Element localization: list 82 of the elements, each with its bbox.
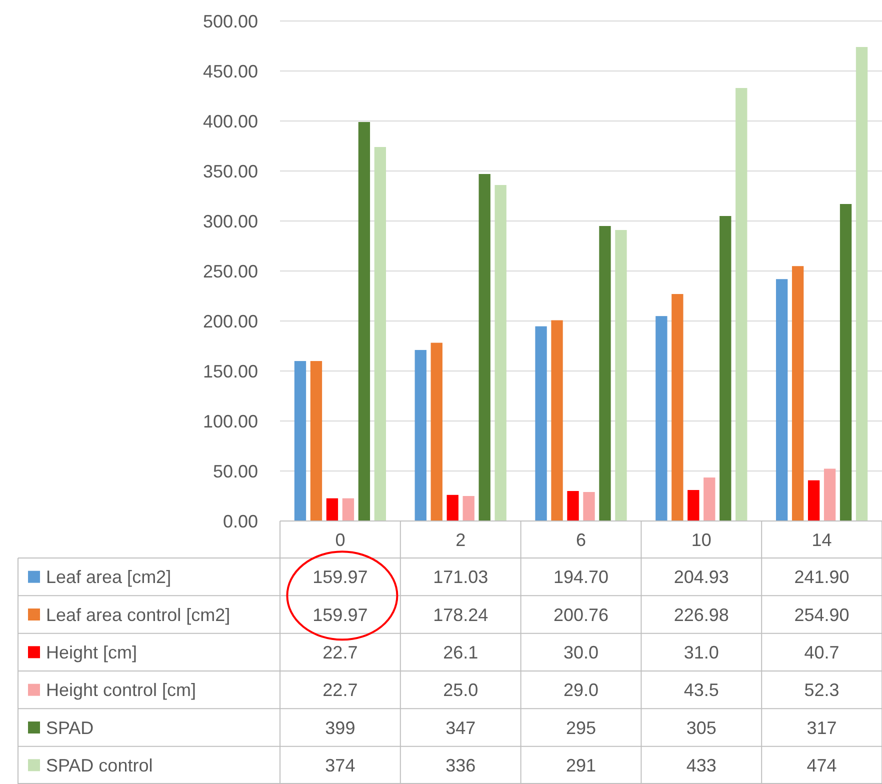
data-label: 200.76 bbox=[553, 604, 609, 625]
data-label: 374 bbox=[325, 755, 356, 776]
y-tick-label: 50.00 bbox=[212, 461, 258, 482]
x-tick-label: 2 bbox=[456, 530, 466, 550]
legend-label: SPAD control bbox=[46, 755, 153, 776]
bar bbox=[720, 216, 732, 521]
data-label: 159.97 bbox=[312, 567, 368, 588]
bar bbox=[551, 320, 563, 521]
bar bbox=[567, 491, 579, 521]
data-label: 474 bbox=[806, 755, 837, 776]
data-label: 22.7 bbox=[322, 680, 358, 700]
bar bbox=[535, 326, 547, 521]
data-label: 204.93 bbox=[674, 567, 729, 588]
x-tick-label: 0 bbox=[335, 530, 346, 550]
data-label: 317 bbox=[806, 718, 837, 738]
data-label: 43.5 bbox=[684, 680, 719, 700]
data-label: 26.1 bbox=[443, 642, 478, 662]
x-tick-label: 10 bbox=[691, 530, 712, 550]
legend-label: SPAD bbox=[46, 718, 94, 738]
data-label: 336 bbox=[446, 755, 476, 776]
bar bbox=[736, 88, 748, 521]
data-label: 30.0 bbox=[563, 642, 599, 662]
y-tick-label: 200.00 bbox=[202, 311, 258, 332]
bar bbox=[326, 498, 338, 521]
data-label: 171.03 bbox=[433, 567, 488, 588]
data-label: 178.24 bbox=[433, 604, 488, 625]
bar bbox=[808, 480, 820, 521]
bar bbox=[840, 204, 852, 521]
bar bbox=[430, 342, 442, 521]
data-label: 254.90 bbox=[794, 604, 850, 625]
data-label: 52.3 bbox=[804, 680, 840, 700]
data-label: 291 bbox=[566, 755, 596, 776]
data-label: 40.7 bbox=[804, 642, 840, 662]
bar bbox=[294, 361, 306, 521]
x-tick-label: 6 bbox=[576, 530, 586, 550]
legend-label: Height [cm] bbox=[46, 642, 138, 662]
legend-label: Leaf area [cm2] bbox=[46, 567, 172, 588]
y-tick-label: 0.00 bbox=[222, 511, 258, 532]
x-tick-label: 14 bbox=[812, 530, 832, 550]
bar bbox=[414, 350, 426, 521]
data-label: 433 bbox=[686, 755, 716, 776]
y-tick-label: 100.00 bbox=[202, 411, 258, 432]
bar bbox=[374, 147, 386, 521]
bar bbox=[776, 279, 788, 521]
bar bbox=[672, 294, 684, 521]
data-label: 347 bbox=[446, 718, 476, 738]
bar bbox=[478, 174, 490, 521]
bar bbox=[599, 226, 611, 521]
bar bbox=[856, 47, 868, 521]
bar bbox=[358, 122, 370, 521]
bar bbox=[462, 496, 474, 521]
bar bbox=[792, 266, 804, 521]
data-label: 241.90 bbox=[794, 567, 850, 588]
y-tick-label: 500.00 bbox=[202, 11, 258, 32]
bar bbox=[583, 492, 595, 521]
legend-label: Leaf area control [cm2] bbox=[46, 604, 230, 625]
bar bbox=[824, 468, 836, 521]
data-label: 399 bbox=[325, 718, 356, 738]
bar bbox=[342, 498, 354, 521]
bar bbox=[494, 185, 506, 521]
data-label: 159.97 bbox=[312, 604, 368, 625]
y-tick-label: 350.00 bbox=[202, 161, 258, 182]
data-label: 194.70 bbox=[553, 567, 609, 588]
bar bbox=[615, 230, 627, 521]
legend-label: Height control [cm] bbox=[46, 680, 196, 700]
data-label: 29.0 bbox=[563, 680, 599, 700]
y-tick-label: 250.00 bbox=[202, 261, 258, 282]
data-label: 25.0 bbox=[443, 680, 478, 700]
bar bbox=[688, 490, 700, 521]
data-label: 295 bbox=[566, 718, 596, 738]
y-tick-label: 400.00 bbox=[202, 111, 258, 132]
bar bbox=[704, 478, 716, 521]
data-label: 226.98 bbox=[674, 604, 729, 625]
y-tick-label: 300.00 bbox=[202, 211, 258, 232]
bar bbox=[656, 316, 668, 521]
y-tick-label: 150.00 bbox=[202, 361, 258, 382]
data-label: 22.7 bbox=[322, 642, 358, 662]
data-label: 305 bbox=[686, 718, 716, 738]
bar bbox=[446, 494, 458, 521]
bar bbox=[310, 361, 322, 521]
y-tick-label: 450.00 bbox=[202, 61, 258, 82]
data-label: 31.0 bbox=[684, 642, 719, 662]
